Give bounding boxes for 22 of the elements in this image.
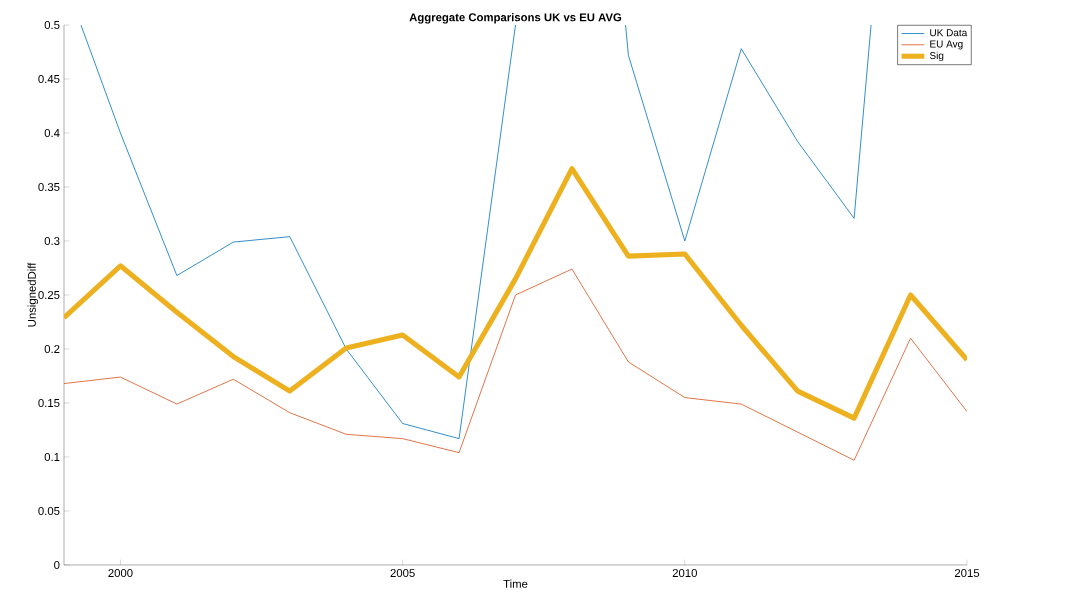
y-tick-label: 0.35 bbox=[38, 182, 60, 191]
y-tick-label: 0.15 bbox=[38, 398, 60, 407]
x-tick-label: 2000 bbox=[108, 569, 133, 578]
y-tick-label: 0.25 bbox=[38, 290, 60, 299]
y-tick-label: 0 bbox=[54, 560, 60, 569]
legend-label: UK Data bbox=[930, 29, 968, 37]
y-axis-title: UnsignedDiff bbox=[27, 262, 39, 327]
y-tick-label: 0.05 bbox=[38, 506, 60, 515]
x-tick-label: 2005 bbox=[390, 569, 415, 578]
y-tick-label: 0.45 bbox=[38, 74, 60, 83]
x-axis-title: Time bbox=[503, 579, 528, 588]
y-tick-label: 0.4 bbox=[44, 128, 60, 137]
y-tick-label: 0.1 bbox=[44, 452, 60, 461]
y-tick-label: 0.3 bbox=[44, 236, 60, 245]
x-tick-label: 2015 bbox=[954, 569, 980, 578]
y-tick-label: 0.5 bbox=[44, 20, 60, 29]
line-series bbox=[64, 268, 967, 461]
y-tick-label: 0.2 bbox=[44, 344, 60, 353]
x-tick-label: 2010 bbox=[672, 569, 697, 578]
legend-label: EU Avg bbox=[930, 40, 963, 50]
chart-title: Aggregate Comparisons UK vs EU AVG bbox=[409, 12, 622, 24]
legend-label: Sig bbox=[929, 51, 944, 62]
